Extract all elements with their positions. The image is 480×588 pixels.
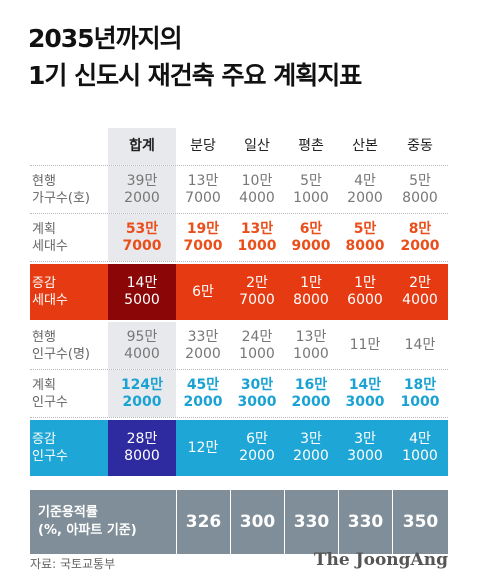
table-cell: 24만 1000: [239, 328, 275, 362]
table-cell: 33만 2000: [185, 328, 221, 362]
table-cell: 6만: [192, 283, 214, 300]
table-cell: 16만 2000: [291, 376, 331, 410]
row-label: 증감 인구수: [32, 432, 68, 464]
header-city: 일산: [244, 138, 270, 154]
header-city: 산본: [352, 138, 378, 154]
table-cell: 8만 2000: [400, 220, 440, 254]
table-cell: 11만: [349, 337, 381, 353]
table-cell: 14만 3000: [345, 376, 385, 410]
table-cell: 6만 2000: [239, 431, 275, 464]
table-cell: 30만 3000: [237, 376, 277, 410]
table-cell: 326: [176, 490, 230, 554]
row-planned-households: 계획 세대수 53만 7000 19만 7000 13만 1000 6만 900…: [30, 214, 448, 262]
row-floor-area-ratio: 기준용적률 (%, 아파트 기준) 326 300 330 330 350: [30, 490, 448, 554]
total-cell: 95만 4000: [108, 322, 176, 369]
table-cell: 13만 1000: [237, 220, 277, 254]
table-cell: 5만 1000: [293, 172, 329, 206]
indicator-table: 합계 분당 일산 평촌 산본 중동 현행 가구수(호) 39만 2000 13만…: [30, 128, 448, 554]
table-cell: 18만 1000: [400, 376, 440, 410]
row-label: 계획 인구수: [32, 377, 68, 410]
row-label: 현행 가구수(호): [32, 173, 90, 206]
row-current-households: 현행 가구수(호) 39만 2000 13만 7000 10만 4000 5만 …: [30, 166, 448, 214]
table-cell: 4만 2000: [347, 172, 383, 206]
table-cell: 10만 4000: [239, 172, 275, 206]
table-cell: 6만 9000: [291, 220, 331, 254]
header-corner: [30, 128, 108, 165]
table-cell: 330: [338, 490, 392, 554]
table-cell: 5만 8000: [402, 172, 438, 206]
table-cell: 1만 6000: [347, 275, 383, 308]
total-cell: 124만 2000: [108, 370, 176, 417]
table-cell: 14만: [404, 337, 436, 353]
table-cell: 12만: [187, 439, 219, 456]
header-city: 평촌: [298, 138, 324, 154]
table-cell: 3만 3000: [347, 431, 383, 464]
table-cell: 19만 7000: [183, 220, 223, 254]
table-cell: 13만 7000: [185, 172, 221, 206]
header-city: 중동: [407, 138, 433, 154]
row-increase-households: 증감 세대수 14만 5000 6만 2만 7000 1만 8000 1만 60…: [30, 264, 448, 320]
header-total: 합계: [108, 128, 176, 165]
row-label: 기준용적률 (%, 아파트 기준): [38, 505, 137, 538]
row-current-population: 현행 인구수(명) 95만 4000 33만 2000 24만 1000 13만…: [30, 322, 448, 370]
brand-logo: The JoongAng: [313, 550, 448, 570]
source-note: 자료: 국토교통부: [30, 557, 116, 571]
row-label: 계획 세대수: [32, 221, 68, 254]
table-cell: 1만 8000: [293, 275, 329, 308]
total-cell: 14만 5000: [108, 264, 176, 320]
table-cell: 45만 2000: [183, 376, 223, 410]
table-cell: 13만 1000: [293, 328, 329, 362]
table-cell: 2만 7000: [239, 275, 275, 308]
header-city: 분당: [190, 138, 216, 154]
table-cell: 4만 1000: [402, 431, 438, 464]
total-cell: 28만 8000: [108, 420, 176, 476]
row-planned-population: 계획 인구수 124만 2000 45만 2000 30만 3000 16만 2…: [30, 370, 448, 418]
table-header-row: 합계 분당 일산 평촌 산본 중동: [30, 128, 448, 166]
title-line-2: 1기 신도시 재건축 주요 계획지표: [28, 61, 362, 90]
row-label: 증감 세대수: [32, 276, 68, 308]
total-cell: 53만 7000: [108, 214, 176, 261]
table-cell: 3만 2000: [293, 431, 329, 464]
table-cell: 350: [392, 490, 448, 554]
table-cell: 300: [230, 490, 284, 554]
total-cell: 39만 2000: [108, 166, 176, 213]
infographic-title: 2035년까지의 1기 신도시 재건축 주요 계획지표: [28, 20, 458, 94]
title-line-1: 2035년까지의: [28, 24, 183, 53]
table-cell: 5만 8000: [345, 220, 385, 254]
row-label: 현행 인구수(명): [32, 329, 90, 362]
table-cell: 330: [284, 490, 338, 554]
table-cell: 2만 4000: [402, 275, 438, 308]
row-increase-population: 증감 인구수 28만 8000 12만 6만 2000 3만 2000 3만 3…: [30, 420, 448, 476]
